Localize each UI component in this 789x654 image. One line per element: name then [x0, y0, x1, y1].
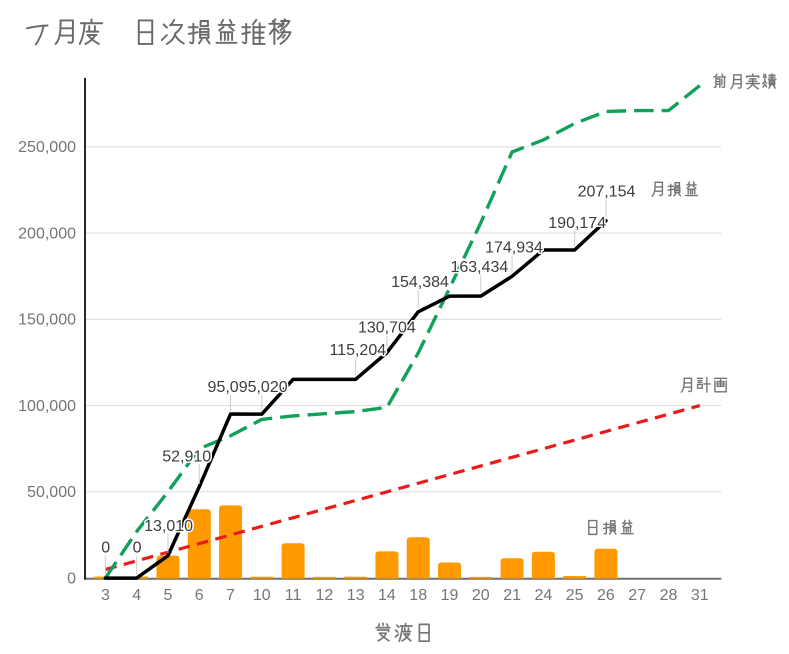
svg-text:130,704: 130,704 — [358, 320, 416, 337]
svg-text:207,154: 207,154 — [578, 183, 636, 200]
svg-text:0: 0 — [67, 571, 76, 588]
svg-text:20: 20 — [472, 587, 490, 604]
svg-text:14: 14 — [378, 587, 396, 604]
svg-text:154,384: 154,384 — [391, 274, 449, 291]
svg-text:250,000: 250,000 — [18, 139, 76, 156]
svg-text:3: 3 — [101, 587, 110, 604]
svg-text:26: 26 — [597, 587, 615, 604]
svg-text:10: 10 — [253, 587, 271, 604]
svg-text:27: 27 — [628, 587, 646, 604]
svg-text:24: 24 — [535, 587, 553, 604]
svg-text:95,095,020: 95,095,020 — [208, 379, 288, 396]
svg-text:115,204: 115,204 — [329, 342, 386, 359]
svg-text:174,934: 174,934 — [485, 239, 543, 256]
svg-text:12: 12 — [316, 587, 334, 604]
svg-text:7: 7 — [226, 587, 235, 604]
svg-text:25: 25 — [566, 587, 584, 604]
svg-text:190,174: 190,174 — [548, 215, 606, 232]
svg-text:150,000: 150,000 — [18, 312, 76, 329]
svg-text:18: 18 — [409, 587, 427, 604]
svg-text:31: 31 — [691, 587, 709, 604]
svg-text:11: 11 — [285, 587, 302, 604]
svg-text:13: 13 — [347, 587, 365, 604]
svg-text:28: 28 — [660, 587, 678, 604]
svg-text:0: 0 — [101, 540, 110, 557]
svg-text:5: 5 — [164, 587, 173, 604]
svg-text:6: 6 — [195, 587, 204, 604]
svg-text:163,434: 163,434 — [450, 259, 508, 276]
svg-text:100,000: 100,000 — [18, 398, 76, 415]
svg-text:0: 0 — [133, 540, 142, 557]
svg-text:13,010: 13,010 — [144, 518, 193, 535]
svg-text:4: 4 — [132, 587, 141, 604]
svg-text:19: 19 — [441, 587, 459, 604]
svg-text:200,000: 200,000 — [18, 226, 76, 243]
svg-text:52,910: 52,910 — [162, 449, 211, 466]
svg-text:21: 21 — [503, 587, 521, 604]
svg-text:50,000: 50,000 — [27, 484, 76, 501]
